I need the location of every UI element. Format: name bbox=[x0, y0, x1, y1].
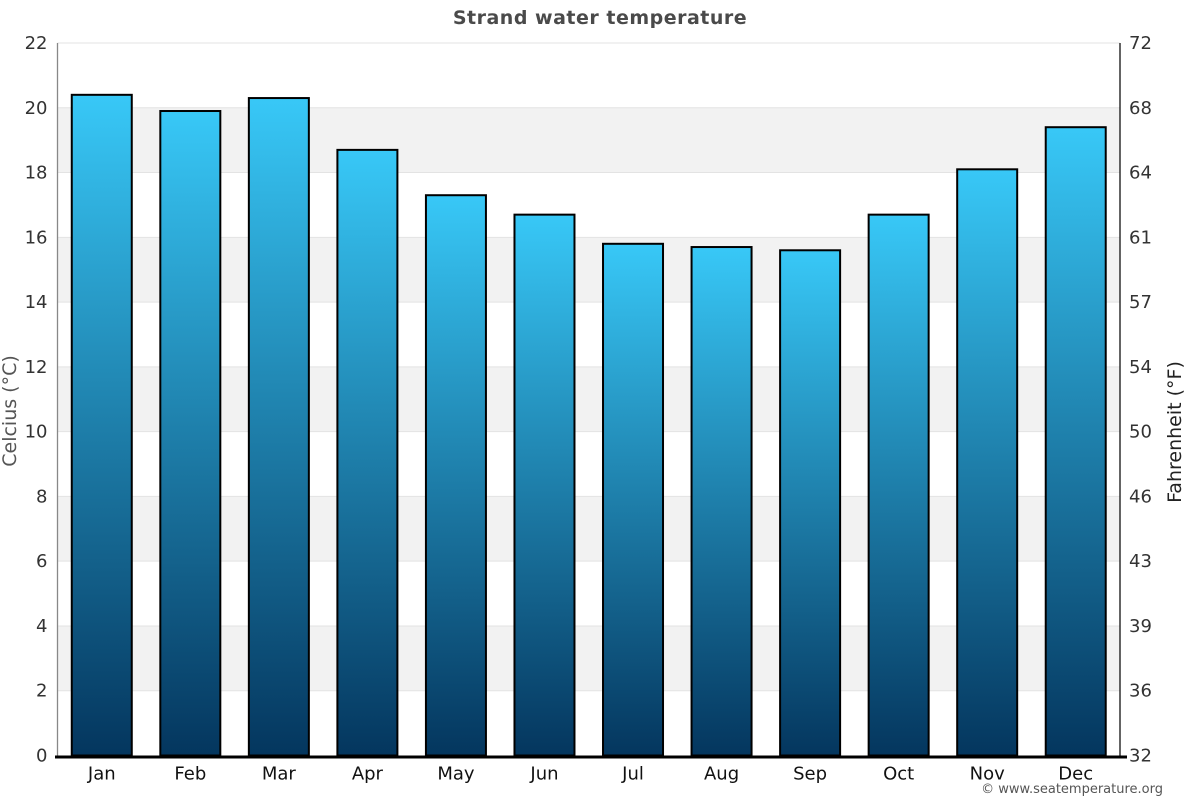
xtick-label-nov: Nov bbox=[970, 764, 1005, 785]
xtick-label-oct: Oct bbox=[883, 764, 914, 785]
plot-band-10-12 bbox=[57, 366, 1120, 432]
xtick-label-apr: Apr bbox=[352, 764, 384, 785]
ytick-right-39: 39 bbox=[1129, 616, 1152, 637]
xtick-label-sep: Sep bbox=[793, 764, 827, 785]
ytick-right-68: 68 bbox=[1129, 98, 1152, 119]
bar-aug bbox=[690, 246, 753, 757]
xtick-label-feb: Feb bbox=[174, 764, 206, 785]
xtick-label-jul: Jul bbox=[621, 764, 644, 785]
ytick-right-43: 43 bbox=[1129, 551, 1152, 572]
ytick-right-64: 64 bbox=[1129, 163, 1152, 184]
xtick-label-may: May bbox=[437, 764, 475, 785]
bar-may bbox=[424, 194, 487, 757]
xtick-label-mar: Mar bbox=[262, 764, 297, 785]
bar-jun bbox=[513, 213, 576, 757]
ytick-right-32: 32 bbox=[1129, 746, 1152, 767]
ytick-right-57: 57 bbox=[1129, 292, 1152, 313]
plot-band-18-20 bbox=[57, 107, 1120, 173]
ytick-left-16: 16 bbox=[25, 227, 48, 248]
copyright-text: © www.seatemperature.org bbox=[981, 782, 1163, 797]
bar-mar bbox=[247, 97, 310, 757]
ytick-left-20: 20 bbox=[25, 98, 48, 119]
y-axis-title-left: Celcius (°C) bbox=[0, 355, 21, 467]
ytick-right-61: 61 bbox=[1129, 227, 1152, 248]
bar-oct bbox=[867, 213, 930, 757]
ytick-left-10: 10 bbox=[25, 422, 48, 443]
ytick-left-2: 2 bbox=[36, 681, 47, 702]
ytick-left-6: 6 bbox=[36, 551, 47, 572]
xtick-label-dec: Dec bbox=[1058, 764, 1093, 785]
xtick-label-jan: Jan bbox=[87, 764, 116, 785]
xtick-label-jun: Jun bbox=[529, 764, 558, 785]
ytick-left-4: 4 bbox=[36, 616, 47, 637]
plot-band-2-4 bbox=[57, 625, 1120, 691]
ytick-right-36: 36 bbox=[1129, 681, 1152, 702]
bar-dec bbox=[1044, 126, 1107, 757]
ytick-left-22: 22 bbox=[25, 33, 48, 54]
ytick-left-18: 18 bbox=[25, 163, 48, 184]
xtick-label-aug: Aug bbox=[704, 764, 739, 785]
plot-band-6-8 bbox=[57, 496, 1120, 562]
bar-nov bbox=[956, 168, 1019, 757]
ytick-right-72: 72 bbox=[1129, 33, 1152, 54]
chart-title: Strand water temperature bbox=[452, 7, 748, 29]
ytick-right-46: 46 bbox=[1129, 486, 1152, 507]
y-axis-title-right: Fahrenheit (°F) bbox=[1164, 361, 1186, 503]
ytick-left-14: 14 bbox=[25, 292, 48, 313]
ytick-right-50: 50 bbox=[1129, 422, 1152, 443]
ytick-left-8: 8 bbox=[36, 486, 47, 507]
bar-jan bbox=[70, 93, 133, 757]
plot-band-14-16 bbox=[57, 237, 1120, 303]
bar-jul bbox=[602, 242, 665, 757]
bar-apr bbox=[336, 148, 399, 757]
ytick-left-12: 12 bbox=[25, 357, 48, 378]
ytick-left-0: 0 bbox=[36, 746, 47, 767]
bar-sep bbox=[779, 249, 842, 757]
bar-feb bbox=[159, 110, 222, 757]
ytick-right-54: 54 bbox=[1129, 357, 1152, 378]
